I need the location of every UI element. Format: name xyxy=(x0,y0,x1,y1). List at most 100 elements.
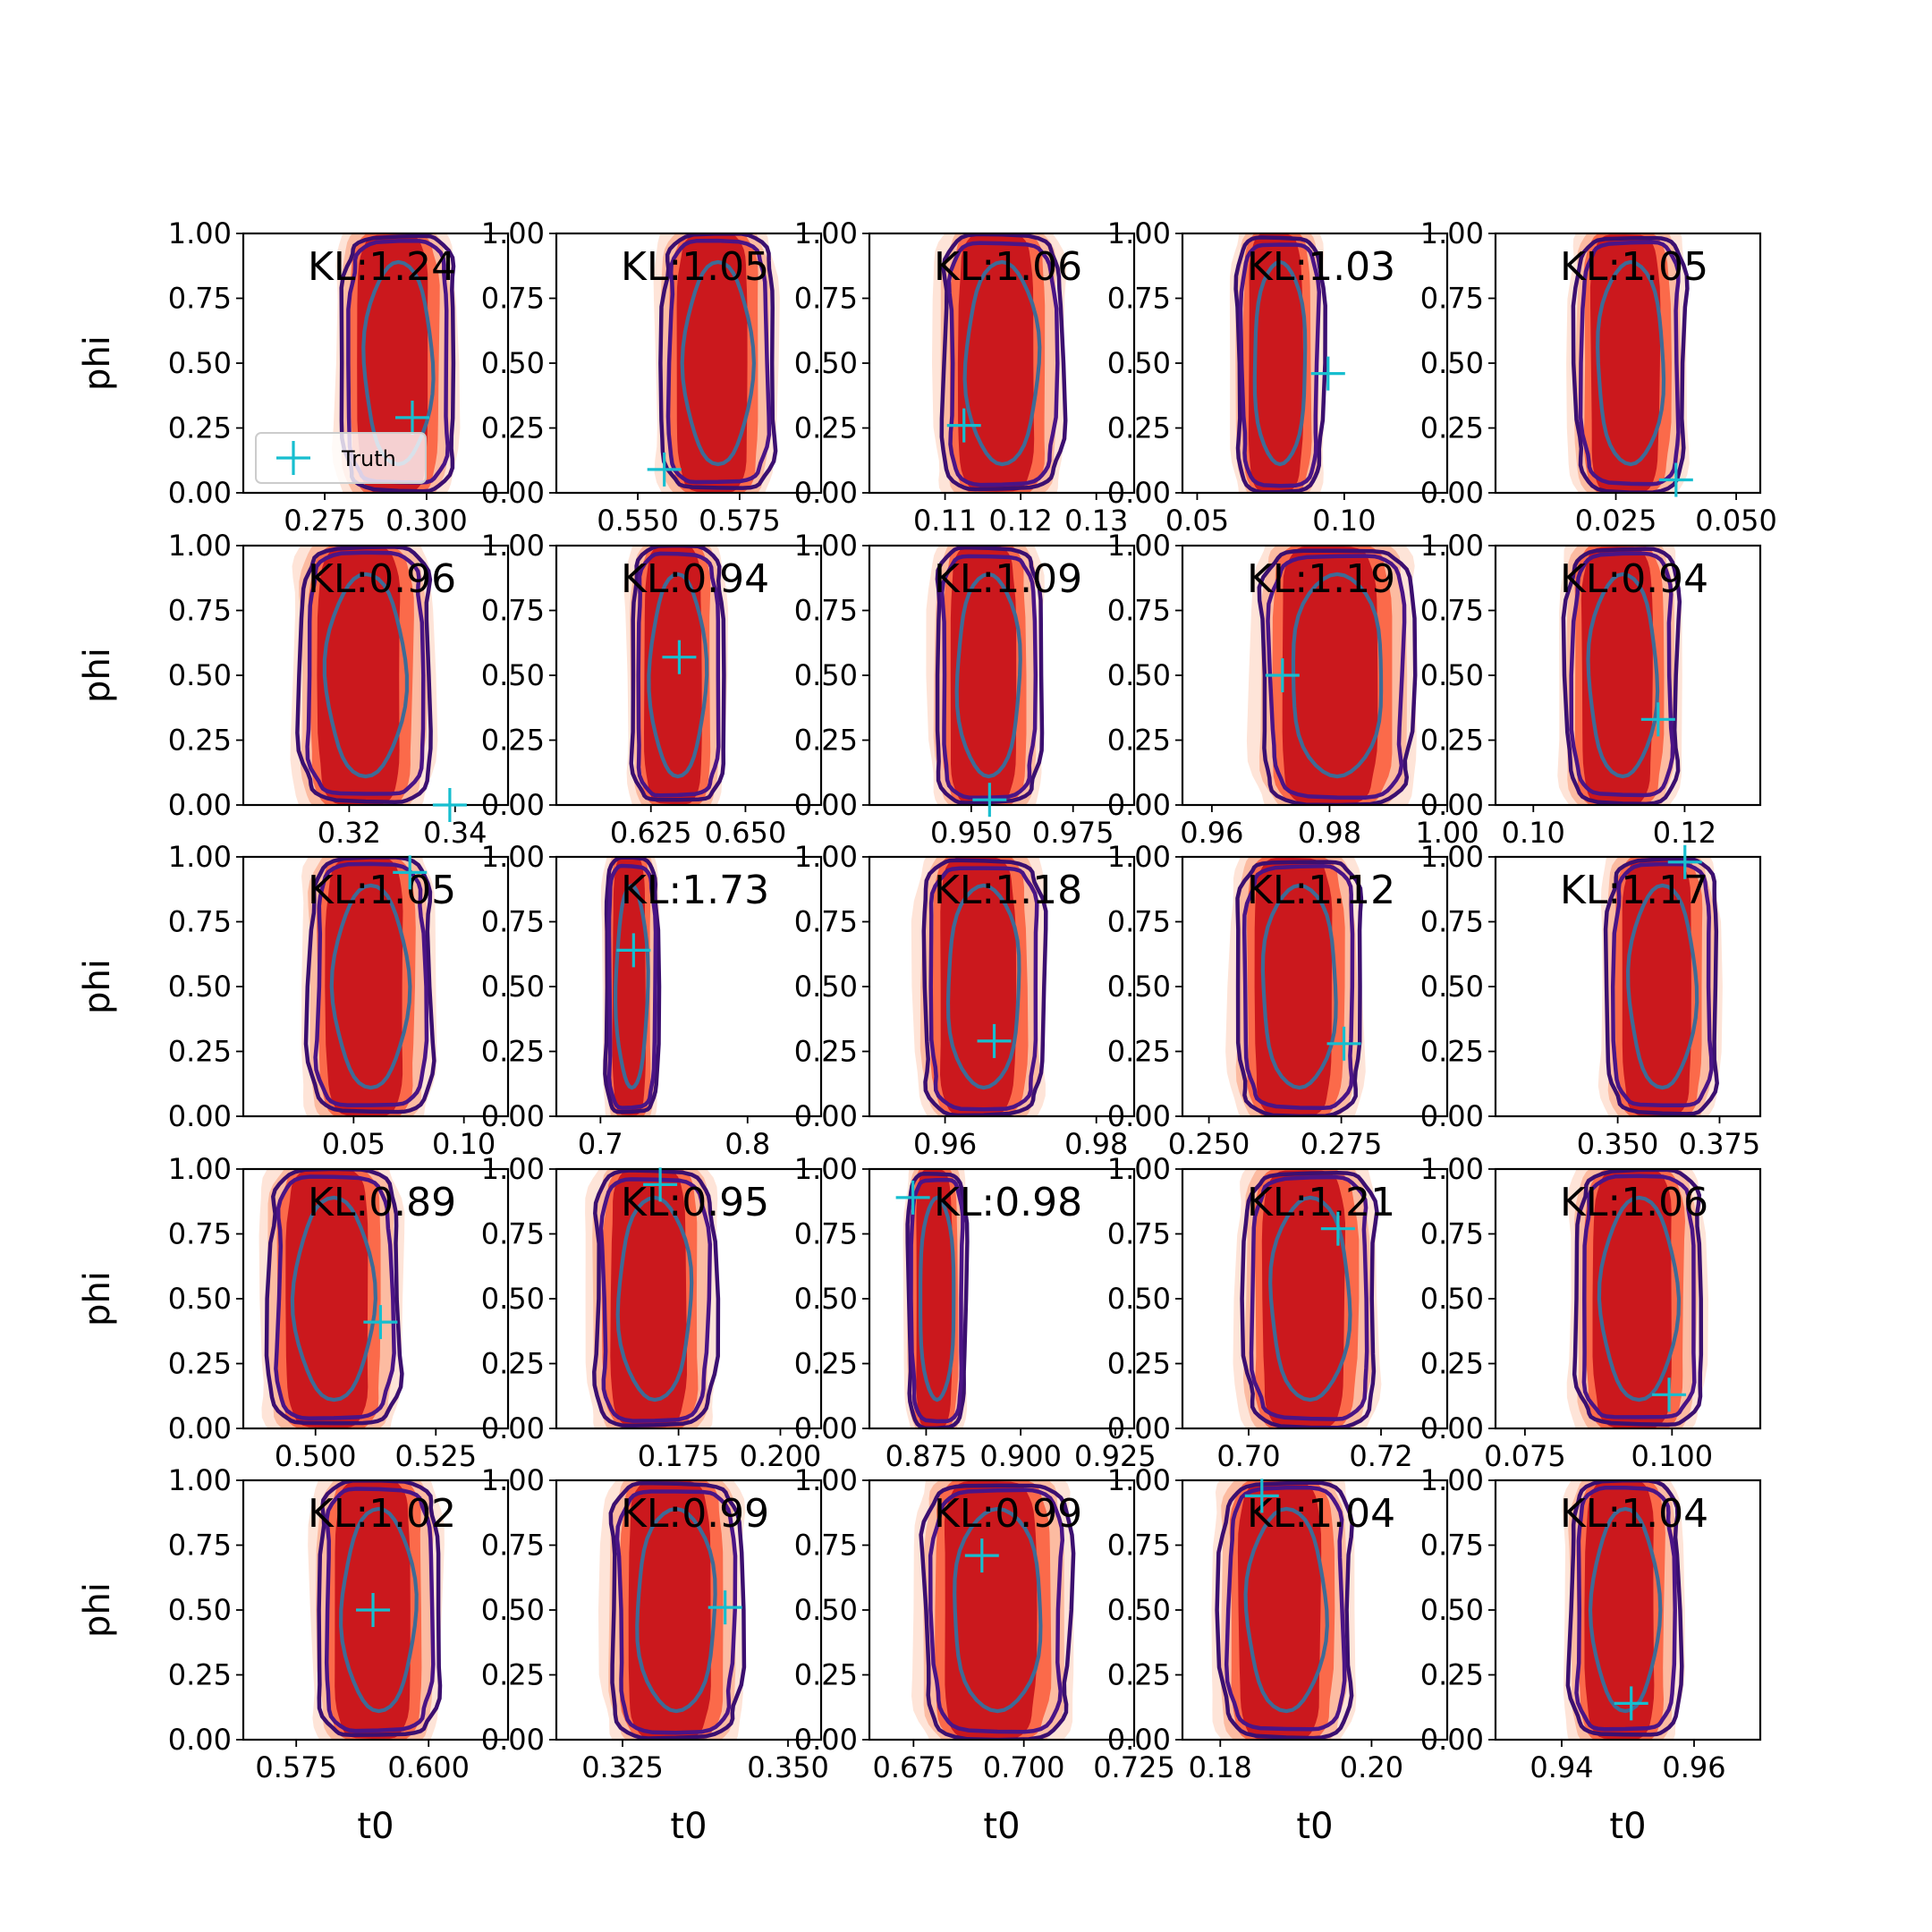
kl-annotation: KL:1.21 xyxy=(1247,1180,1395,1225)
x-tick-label: 0.500 xyxy=(275,1439,357,1473)
contour-inner xyxy=(1586,572,1660,779)
y-tick-label: 1.00 xyxy=(1107,1463,1171,1497)
density-region xyxy=(926,546,1045,805)
x-tick-label: 0.12 xyxy=(989,504,1053,538)
y-tick-label: 0.25 xyxy=(1107,724,1171,758)
x-tick-label: 0.20 xyxy=(1340,1750,1403,1784)
y-tick-label: 0.75 xyxy=(481,1529,545,1563)
y-axis-label: phi xyxy=(77,1582,118,1638)
y-tick-label: 1.00 xyxy=(1107,840,1171,874)
y-tick-label: 0.50 xyxy=(1420,1593,1484,1627)
contour-inner xyxy=(290,1195,378,1402)
density-region xyxy=(911,1480,1076,1740)
subplot-7: 0.00 0.25 0.50 0.75 1.00 0.625 0.650 KL:0.94 xyxy=(481,529,823,850)
truth-marker xyxy=(393,855,428,890)
y-tick-label: 0.25 xyxy=(794,1035,858,1069)
y-tick-label: 0.50 xyxy=(481,1593,545,1627)
kl-annotation: KL:0.95 xyxy=(621,1180,769,1225)
contour-inner xyxy=(1243,1506,1329,1714)
contour-inner xyxy=(1625,883,1699,1090)
kl-annotation: KL:1.73 xyxy=(621,868,769,913)
contour-mid xyxy=(1610,861,1714,1108)
density-region xyxy=(600,857,662,1116)
y-tick-label: 0.25 xyxy=(1420,1035,1484,1069)
y-tick-label: 0.75 xyxy=(168,1529,232,1563)
contour-inner xyxy=(1596,259,1666,467)
x-tick-label: 0.625 xyxy=(610,816,692,850)
y-tick-label: 0.00 xyxy=(1420,788,1484,822)
density-region xyxy=(653,233,780,493)
density-region xyxy=(1229,233,1327,493)
y-tick-label: 0.00 xyxy=(794,1723,858,1757)
contour-inner xyxy=(945,883,1021,1090)
y-tick-label: 0.75 xyxy=(794,1529,858,1563)
x-tick-label: 0.950 xyxy=(930,816,1013,850)
contour-mid xyxy=(606,863,658,1110)
density-region xyxy=(902,1169,970,1428)
density-region xyxy=(1566,233,1690,493)
y-tick-label: 1.00 xyxy=(481,1152,545,1186)
y-tick-label: 0.25 xyxy=(1420,1658,1484,1692)
contour-outer xyxy=(339,233,456,493)
truth-marker xyxy=(708,1590,742,1625)
x-tick-label: 0.575 xyxy=(255,1750,337,1784)
density-region xyxy=(290,546,438,805)
contour-outer xyxy=(1235,860,1364,1116)
y-tick-label: 1.00 xyxy=(1420,1152,1484,1186)
y-tick-label: 0.50 xyxy=(168,658,232,692)
truth-marker xyxy=(356,1593,391,1627)
y-tick-label: 1.00 xyxy=(481,840,545,874)
truth-marker xyxy=(1326,1026,1361,1061)
contour-outer xyxy=(629,546,726,802)
contour-mid xyxy=(939,554,1038,801)
density-fill-core xyxy=(610,1169,687,1428)
density-region xyxy=(1597,857,1723,1116)
contour-outer xyxy=(608,1480,747,1740)
y-axis-label: phi xyxy=(77,1271,118,1326)
contour-inner xyxy=(953,1506,1043,1714)
y-tick-label: 0.25 xyxy=(794,1658,858,1692)
y-tick-label: 0.00 xyxy=(481,1411,545,1445)
y-tick-label: 0.75 xyxy=(481,905,545,939)
truth-marker xyxy=(1658,462,1693,497)
x-tick-label: 0.725 xyxy=(1093,1750,1175,1784)
y-tick-label: 0.75 xyxy=(794,905,858,939)
x-tick-label: 0.075 xyxy=(1484,1439,1566,1473)
y-tick-label: 0.75 xyxy=(1420,1217,1484,1251)
y-tick-label: 0.50 xyxy=(168,346,232,380)
y-tick-label: 1.00 xyxy=(1107,529,1171,563)
density-fill-core xyxy=(1261,1170,1345,1428)
contour-inner xyxy=(1588,1506,1663,1714)
y-tick-label: 0.25 xyxy=(168,411,232,445)
x-tick-label: 0.10 xyxy=(1312,504,1376,538)
x-tick-label: 0.525 xyxy=(394,1439,477,1473)
density-fill-core xyxy=(944,1480,1038,1740)
y-tick-label: 0.25 xyxy=(1107,1035,1171,1069)
density-region xyxy=(1557,546,1682,805)
contour-inner xyxy=(1268,1195,1352,1402)
x-tick-label: 0.94 xyxy=(1530,1750,1593,1784)
x-tick-label: 0.600 xyxy=(387,1750,470,1784)
subplot-6: 0.00 0.25 0.50 0.75 1.00 0.32 0.34 KL:0.96 phi xyxy=(77,529,510,850)
y-tick-label: 0.25 xyxy=(168,724,232,758)
y-tick-label: 0.75 xyxy=(794,594,858,628)
y-tick-label: 0.50 xyxy=(1420,970,1484,1004)
y-tick-label: 0.00 xyxy=(481,788,545,822)
truth-marker xyxy=(1667,844,1702,879)
x-tick-label: 0.05 xyxy=(322,1127,386,1161)
contour-mid xyxy=(1574,1486,1677,1732)
y-tick-label: 0.50 xyxy=(794,658,858,692)
x-axis-label: t0 xyxy=(357,1806,394,1847)
y-tick-label: 0.75 xyxy=(1107,594,1171,628)
density-fill-core xyxy=(916,1169,953,1428)
contour-outer xyxy=(905,1172,970,1428)
subplot-17: 0.00 0.25 0.50 0.75 1.00 0.175 0.200 KL:0.95 xyxy=(481,1152,823,1473)
subplot-5: 0.00 0.25 0.50 0.75 1.00 0.025 0.050 KL:1.05 xyxy=(1420,216,1777,538)
y-tick-label: 0.75 xyxy=(1107,905,1171,939)
y-tick-label: 0.50 xyxy=(794,346,858,380)
contour-outer xyxy=(919,1483,1076,1740)
y-tick-label: 0.75 xyxy=(168,594,232,628)
y-tick-label: 0.25 xyxy=(168,1035,232,1069)
y-tick-label: 0.25 xyxy=(481,724,545,758)
y-tick-label: 1.00 xyxy=(481,529,545,563)
